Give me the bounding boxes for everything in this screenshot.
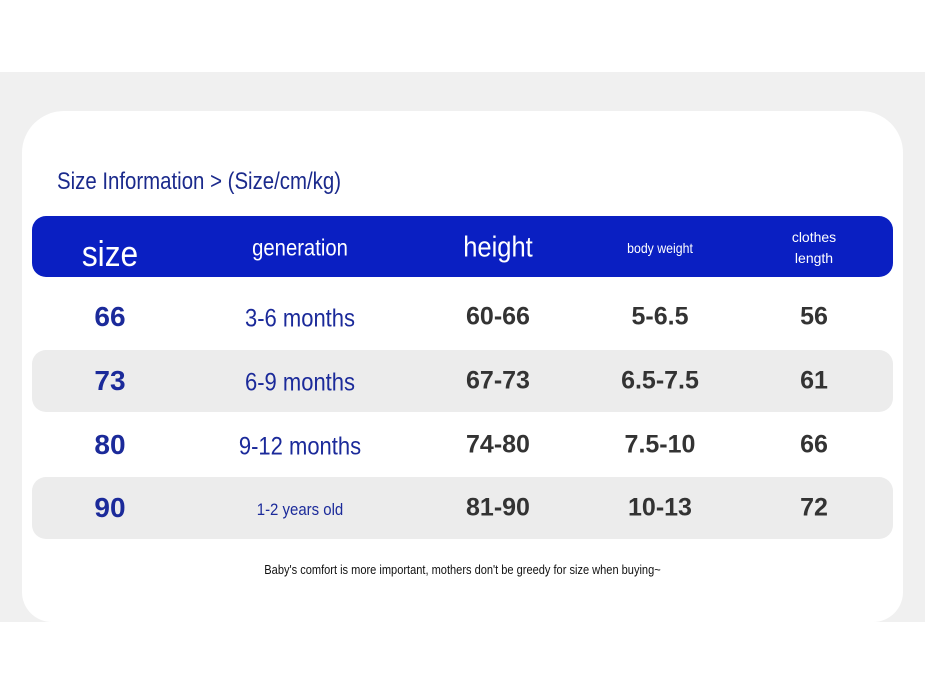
header-cell: size <box>81 233 139 274</box>
table-cell: 6-9 months <box>244 368 356 397</box>
table-cell: 61 <box>800 366 828 395</box>
header-cell: clothes length <box>791 229 837 266</box>
table-cell: 9-12 months <box>238 432 362 461</box>
table-cell: 72 <box>800 493 828 522</box>
header-bar <box>32 216 893 277</box>
row-stripe <box>32 477 893 539</box>
table-cell: 81-90 <box>466 493 530 522</box>
table-cell: 80 <box>94 429 126 460</box>
note: Baby's comfort is more important, mother… <box>264 562 661 577</box>
table-cell: 1-2 years old <box>256 500 344 519</box>
header-cell: generation <box>252 234 348 261</box>
table-cell: 60-66 <box>466 302 530 331</box>
table-cell: 3-6 months <box>244 304 356 333</box>
table-cell: 73 <box>94 365 126 396</box>
table-cell: 6.5-7.5 <box>621 366 699 395</box>
table-cell: 56 <box>800 302 828 331</box>
row-stripe <box>32 350 893 412</box>
table-cell: 74-80 <box>466 430 530 459</box>
table-cell: 10-13 <box>628 493 692 522</box>
title: Size Information > (Size/cm/kg) <box>57 168 342 195</box>
table-cell: 5-6.5 <box>631 302 689 331</box>
table-cell: 7.5-10 <box>624 430 696 459</box>
header-cell: body weight <box>627 240 693 256</box>
table-cell: 66 <box>94 301 126 332</box>
table-cell: 67-73 <box>466 366 530 395</box>
header-cell: height <box>463 231 533 264</box>
table-cell: 66 <box>800 430 828 459</box>
table-cell: 90 <box>94 492 126 523</box>
